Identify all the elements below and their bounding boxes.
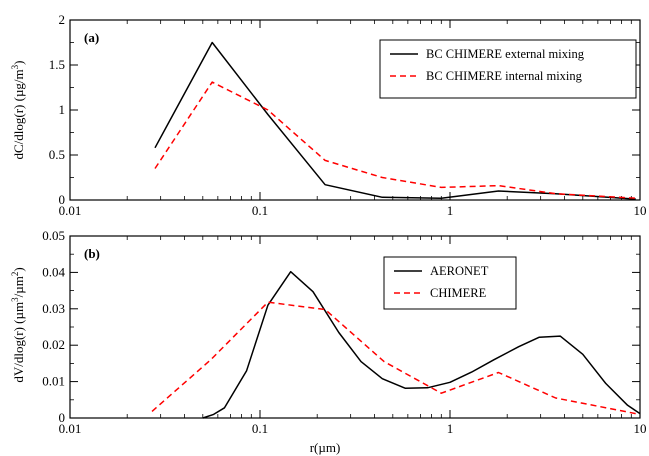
panel-b-legend-label: AERONET [430,264,489,278]
panel-b: dV/dlog(r) (µm3/µm2) r(µm) 0.01 0.1 1 1000.… [10,228,647,455]
panel-a-ytick-label: 0.5 [49,147,65,162]
panel-b-legend-box [383,256,517,310]
panel-a-ylabel: dC/dlog(r) (µg/m3) [10,60,26,159]
panel-a-legend-label: BC CHIMERE internal mixing [426,69,583,83]
panel-b-ytick-label: 0 [59,410,66,425]
panel-b-frame [69,235,641,419]
panel-a-plot-area: 0.01 0.1 1 10 0 0.5 1 1.5 2 (a) BC CHIMERE externa… [49,12,647,218]
panel-b-ylabel: dV/dlog(r) (µm3/µm2) [10,267,26,382]
panel-a: dC/dlog(r) (µg/m3) 0.01 0.1 1 10 0 0.5 1 1.5 2 (a… [10,12,647,218]
panel-b-xtick-label: 1 [447,421,454,436]
panel-a-series-line-2 [154,81,636,199]
panel-a-xtick-label: 0.1 [252,203,268,218]
panel-b-ytick-label: 0.02 [42,337,65,352]
panel-b-ytick-label: 0.01 [42,374,65,389]
panel-a-series-line-1 [154,41,636,200]
panel-a-ytick-label: 1.5 [49,57,65,72]
panel-b-ytick-label: 0.05 [42,228,65,243]
panel-a-xtick-label: 0.01 [59,203,82,218]
panel-b-xtick-label: 0.1 [252,421,268,436]
panel-a-xtick-label: 1 [447,203,454,218]
panel-a-tag: (a) [84,30,99,45]
panel-b-ytick-label: 0.04 [42,264,65,279]
panel-a-ytick-label: 2 [59,12,66,27]
panel-a-legend-label: BC CHIMERE external mixing [426,47,585,61]
panel-b-series-line-2 [151,301,636,415]
panel-b-xtick-label: 0.01 [59,421,82,436]
panel-b-legend-label: CHIMERE [430,286,487,300]
panel-a-xtick-label: 10 [634,203,647,218]
panel-b-xlabel: r(µm) [310,440,341,455]
panel-a-ytick-label: 1 [59,102,66,117]
panel-b-xtick-label: 10 [634,421,647,436]
panel-b-ytick-label: 0.03 [42,301,65,316]
panel-a-ytick-label: 0 [59,192,66,207]
panel-b-tag: (b) [84,246,100,261]
panel-b-series-line-1 [202,270,641,419]
panel-b-plot-area: 0.01 0.1 1 1000.010.020.030.040.05(b)AERONE… [42,228,646,436]
panel-a-legend-box [379,39,637,99]
